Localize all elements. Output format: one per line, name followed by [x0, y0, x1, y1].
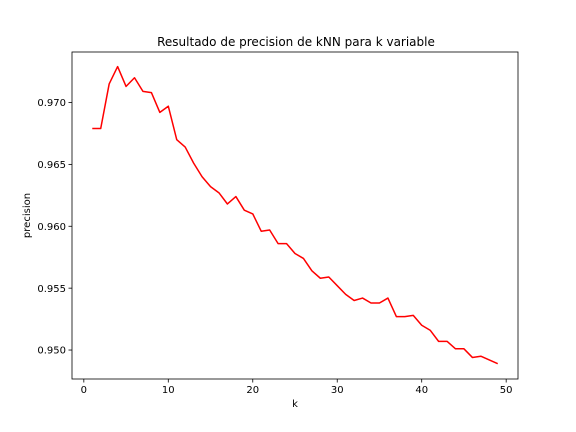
- y-tick-label: 0.965: [37, 160, 66, 171]
- axes-frame: [71, 51, 519, 380]
- y-tick-label: 0.950: [37, 346, 66, 357]
- precision-series-line: [92, 65, 499, 365]
- x-tick-label: 0: [81, 385, 87, 396]
- x-tick-label: 30: [331, 385, 344, 396]
- y-tick-label: 0.970: [37, 98, 66, 109]
- x-axis-label: k: [292, 399, 298, 410]
- y-tick-label: 0.960: [37, 222, 66, 233]
- y-axis-label: precision: [22, 193, 33, 238]
- x-tick-label: 20: [246, 385, 259, 396]
- x-tick-label: 10: [162, 385, 175, 396]
- x-tick-label: 50: [500, 385, 513, 396]
- y-axis: 0.950 0.955 0.960 0.965 0.970: [37, 98, 72, 357]
- y-tick-label: 0.955: [37, 284, 66, 295]
- x-axis: 0 10 20 30 40 50: [81, 379, 513, 396]
- plot-area: [92, 65, 499, 365]
- chart-title: Resultado de precision de kNN para k var…: [157, 35, 435, 49]
- x-tick-label: 40: [415, 385, 428, 396]
